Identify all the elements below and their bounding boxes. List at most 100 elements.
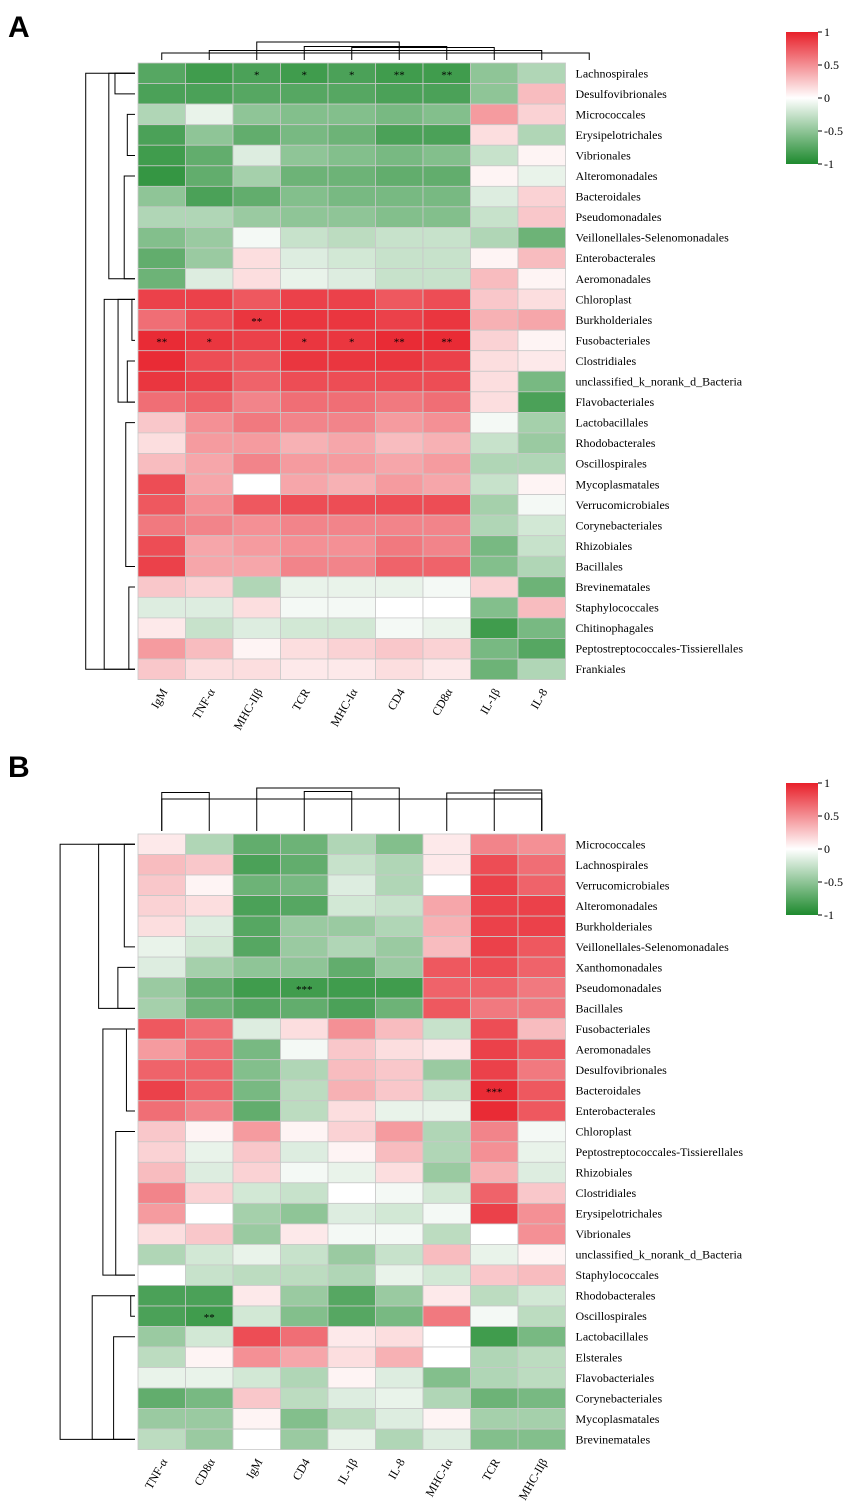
heatmap-cell [422, 452, 471, 475]
significance-mark: * [207, 336, 213, 348]
row-label: Rhizobiales [576, 1166, 633, 1180]
heatmap-cell [327, 535, 376, 557]
heatmap-cell [137, 62, 186, 85]
heatmap-cell [470, 432, 519, 454]
heatmap-cell [517, 638, 566, 660]
heatmap-cell [137, 1120, 186, 1143]
heatmap-cell [232, 1203, 281, 1225]
heatmap-cell [185, 1326, 234, 1348]
heatmap-cell [422, 1408, 471, 1430]
heatmap-cell [232, 1264, 281, 1286]
heatmap-cell [470, 555, 519, 578]
heatmap-cell [470, 576, 519, 598]
heatmap-cell [517, 268, 566, 290]
heatmap-cell [232, 915, 281, 937]
heatmap-cell [470, 226, 519, 249]
heatmap-cell [422, 1203, 471, 1225]
heatmap-cell [375, 226, 424, 249]
row-label: Staphylococcales [576, 601, 660, 615]
heatmap-cell [517, 895, 566, 917]
heatmap-cell [185, 83, 234, 105]
heatmap-cell [232, 555, 281, 578]
heatmap-cell [375, 1367, 424, 1389]
row-label: Erysipelotrichales [576, 1207, 663, 1221]
heatmap-cell [280, 165, 329, 187]
heatmap-cell [327, 1387, 376, 1409]
heatmap-cell [232, 1367, 281, 1389]
heatmap-cell [422, 997, 471, 1020]
heatmap-cell [137, 1244, 186, 1266]
column-label: IL-1β [335, 1456, 361, 1487]
column-label: CD8α [191, 1455, 218, 1488]
heatmap-cell [185, 350, 234, 372]
heatmap-cell [280, 268, 329, 290]
row-label: Mycoplasmatales [576, 477, 660, 491]
heatmap-cell [422, 956, 471, 978]
row-label: Veillonellales-Selenomonadales [576, 231, 730, 245]
heatmap-cell [470, 854, 519, 876]
heatmap-cell [375, 1223, 424, 1245]
heatmap-cell [232, 1100, 281, 1122]
heatmap-cell [280, 638, 329, 660]
heatmap-cell [280, 391, 329, 413]
heatmap-cell [280, 617, 329, 639]
heatmap-cell [517, 617, 566, 639]
heatmap-cell [280, 1326, 329, 1348]
heatmap-cell [137, 473, 186, 496]
heatmap-cell [517, 1079, 566, 1102]
row-label: Pseudomonadales [576, 981, 662, 995]
heatmap-cell [280, 555, 329, 578]
heatmap-cell [137, 411, 186, 434]
heatmap-cell [470, 915, 519, 937]
heatmap-cell [185, 576, 234, 598]
heatmap-cell [137, 1387, 186, 1409]
heatmap-cell [185, 1346, 234, 1368]
heatmap-cell [232, 638, 281, 660]
heatmap-cell [470, 411, 519, 434]
heatmap-cell [185, 617, 234, 639]
heatmap-cell [517, 1326, 566, 1348]
heatmap-cell [137, 288, 186, 311]
heatmap-cell [327, 1079, 376, 1102]
heatmap-cell [375, 411, 424, 434]
column-label: MHC-IIβ [231, 686, 266, 732]
column-label: MHC-IIβ [516, 1456, 551, 1502]
heatmap-cell [137, 1161, 186, 1184]
heatmap-cell [185, 997, 234, 1020]
color-scale-legend: 1 0.5 0 -0.5 -1 [786, 25, 843, 171]
heatmap-cell [517, 1120, 566, 1143]
heatmap-cell [470, 833, 519, 855]
color-scale-tick-label: 0.5 [824, 58, 839, 72]
row-label: Verrucomicrobiales [576, 498, 670, 512]
heatmap-cell [375, 1059, 424, 1081]
heatmap-cell [327, 1244, 376, 1266]
heatmap-cell [280, 226, 329, 249]
heatmap-cell [137, 124, 186, 146]
heatmap-cell [470, 370, 519, 393]
row-label: Xanthomonadales [576, 960, 663, 974]
heatmap-cell [232, 391, 281, 413]
heatmap-cell [327, 1285, 376, 1307]
heatmap-cell [517, 997, 566, 1020]
heatmap-cell [327, 1428, 376, 1450]
heatmap-cell [517, 432, 566, 454]
column-dendrogram [161, 41, 590, 60]
heatmap-cell [517, 535, 566, 557]
heatmap-cell [280, 103, 329, 126]
heatmap-cell [517, 1038, 566, 1061]
heatmap-cell [327, 473, 376, 496]
row-label: Alteromonadales [576, 899, 658, 913]
heatmap-cell [517, 915, 566, 937]
heatmap-cell [185, 1120, 234, 1143]
significance-mark: ** [394, 336, 405, 348]
heatmap-cell [185, 144, 234, 167]
row-label: Corynebacteriales [576, 1391, 663, 1405]
row-label: Corynebacteriales [576, 518, 663, 532]
heatmap-cell [280, 1264, 329, 1286]
heatmap-cell [137, 1059, 186, 1081]
heatmap-cell [185, 432, 234, 454]
heatmap-cell [470, 617, 519, 639]
heatmap-cell [517, 1346, 566, 1368]
heatmap-cell [375, 1203, 424, 1225]
significance-mark: * [302, 336, 308, 348]
